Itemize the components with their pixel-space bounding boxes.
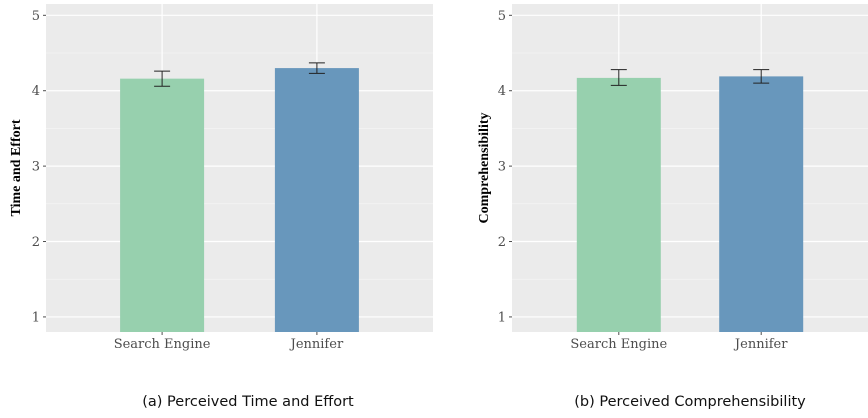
y-tick-label: 1: [32, 310, 40, 325]
y-tick-label: 2: [32, 235, 40, 250]
y-tick-label: 3: [32, 160, 40, 175]
y-axis-label: Comprehensibility: [477, 113, 492, 224]
bar-search-engine: [120, 78, 205, 332]
bar-search-engine: [576, 77, 661, 332]
bar-jennifer: [719, 76, 804, 333]
caption-a: (a) Perceived Time and Effort: [142, 394, 354, 410]
y-tick-label: 5: [498, 9, 506, 24]
panel-background: [512, 4, 868, 332]
y-tick-label: 1: [498, 310, 506, 325]
y-axis-label: Time and Effort: [9, 119, 24, 216]
caption-b: (b) Perceived Comprehensibility: [574, 394, 806, 410]
x-tick-label: Jennifer: [289, 337, 344, 352]
y-tick-label: 3: [498, 160, 506, 175]
x-tick-label: Jennifer: [733, 337, 788, 352]
y-tick-label: 2: [498, 235, 506, 250]
y-tick-label: 5: [32, 9, 40, 24]
y-tick-label: 4: [498, 84, 506, 99]
bar-jennifer: [274, 68, 359, 333]
x-tick-label: Search Engine: [570, 337, 667, 352]
y-tick-label: 4: [32, 84, 40, 99]
x-tick-label: Search Engine: [114, 337, 211, 352]
panel-background: [46, 4, 433, 332]
